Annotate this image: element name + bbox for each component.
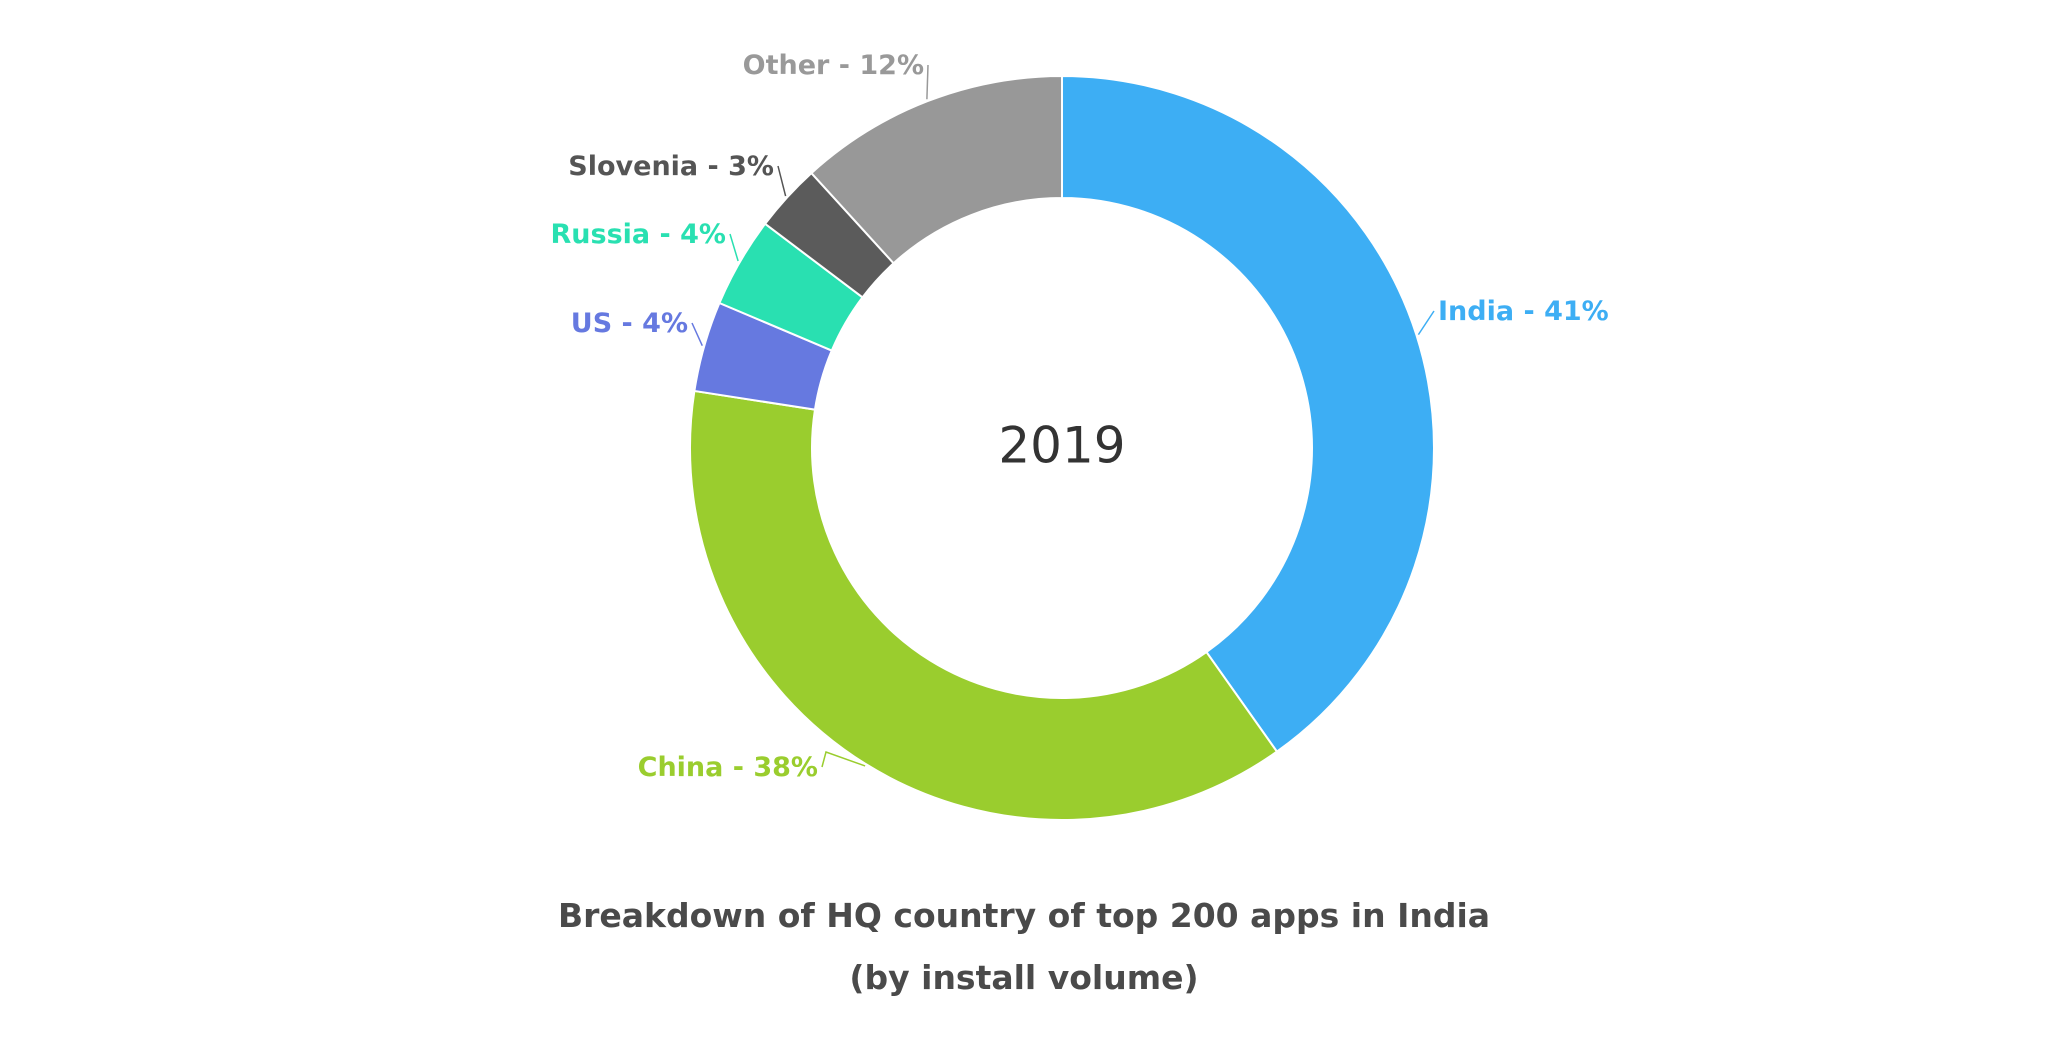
leader-line-us <box>691 322 703 346</box>
slice-labels: India - 41% China - 38% US - 4% Russia - 4%… <box>551 50 1609 783</box>
slice-china <box>689 389 1279 821</box>
slice-label-us: US - 4% <box>571 308 688 339</box>
chart-title: Breakdown of HQ country of top 200 apps … <box>557 896 1491 935</box>
leader-line-russia <box>729 233 739 262</box>
leader-line-other <box>926 64 929 100</box>
slice-label-other: Other - 12% <box>743 50 924 81</box>
slice-label-slovenia: Slovenia - 3% <box>568 151 774 182</box>
slice-label-russia: Russia - 4% <box>551 219 726 250</box>
slice-label-india: India - 41% <box>1438 296 1609 327</box>
center-year-label: 2019 <box>998 417 1125 475</box>
slices-group <box>689 74 1435 821</box>
leader-line-slovenia <box>777 165 787 197</box>
slice-label-china: China - 38% <box>638 752 818 783</box>
leader-line-china <box>821 751 866 768</box>
slice-other <box>809 74 1063 265</box>
slice-india <box>1061 74 1435 754</box>
leader-line-india <box>1417 310 1435 336</box>
leader-lines <box>691 64 1435 768</box>
chart-subtitle: (by install volume) <box>849 958 1199 997</box>
